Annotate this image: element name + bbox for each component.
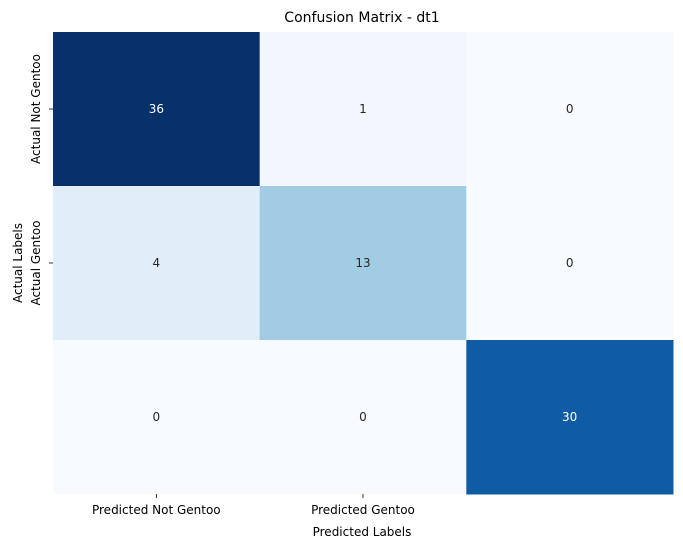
heatmap-cell-r2-c1	[259, 340, 467, 495]
heatmap-cells: 36 1 0 4 13 0 0 0 30	[53, 32, 674, 495]
cell-value-label: 0	[153, 410, 161, 424]
y-tick-label: Actual Not Gentoo	[29, 54, 43, 164]
x-axis-label: Predicted Labels	[313, 525, 412, 539]
cell-value-label: 13	[355, 256, 370, 270]
x-tick-label: Predicted Not Gentoo	[92, 503, 221, 517]
chart-title: Confusion Matrix - dt1	[284, 10, 439, 26]
heatmap-cell-r1-c2	[466, 186, 674, 341]
x-axis-ticks: Predicted Not Gentoo Predicted Gentoo	[92, 494, 415, 517]
x-tick-label: Predicted Gentoo	[311, 503, 415, 517]
cell-value-label: 36	[149, 102, 164, 116]
cell-value-label: 4	[153, 256, 161, 270]
cell-value-label: 0	[566, 256, 574, 270]
heatmap-cell-r2-c2	[466, 340, 674, 495]
y-tick-label: Actual Gentoo	[29, 220, 43, 305]
heatmap-cell-r1-c1	[259, 186, 467, 341]
heatmap-cell-r2-c0	[53, 340, 261, 495]
cell-value-label: 30	[562, 410, 577, 424]
heatmap-cell-r0-c1	[259, 32, 467, 187]
y-axis-ticks: Actual Not Gentoo Actual Gentoo	[29, 54, 53, 306]
cell-value-label: 1	[359, 102, 367, 116]
cell-value-label: 0	[566, 102, 574, 116]
heatmap-cell-r0-c2	[466, 32, 674, 187]
y-axis-label: Actual Labels	[11, 223, 25, 303]
heatmap-cell-r0-c0	[53, 32, 261, 187]
heatmap-cell-r1-c0	[53, 186, 261, 341]
cell-value-label: 0	[359, 410, 367, 424]
